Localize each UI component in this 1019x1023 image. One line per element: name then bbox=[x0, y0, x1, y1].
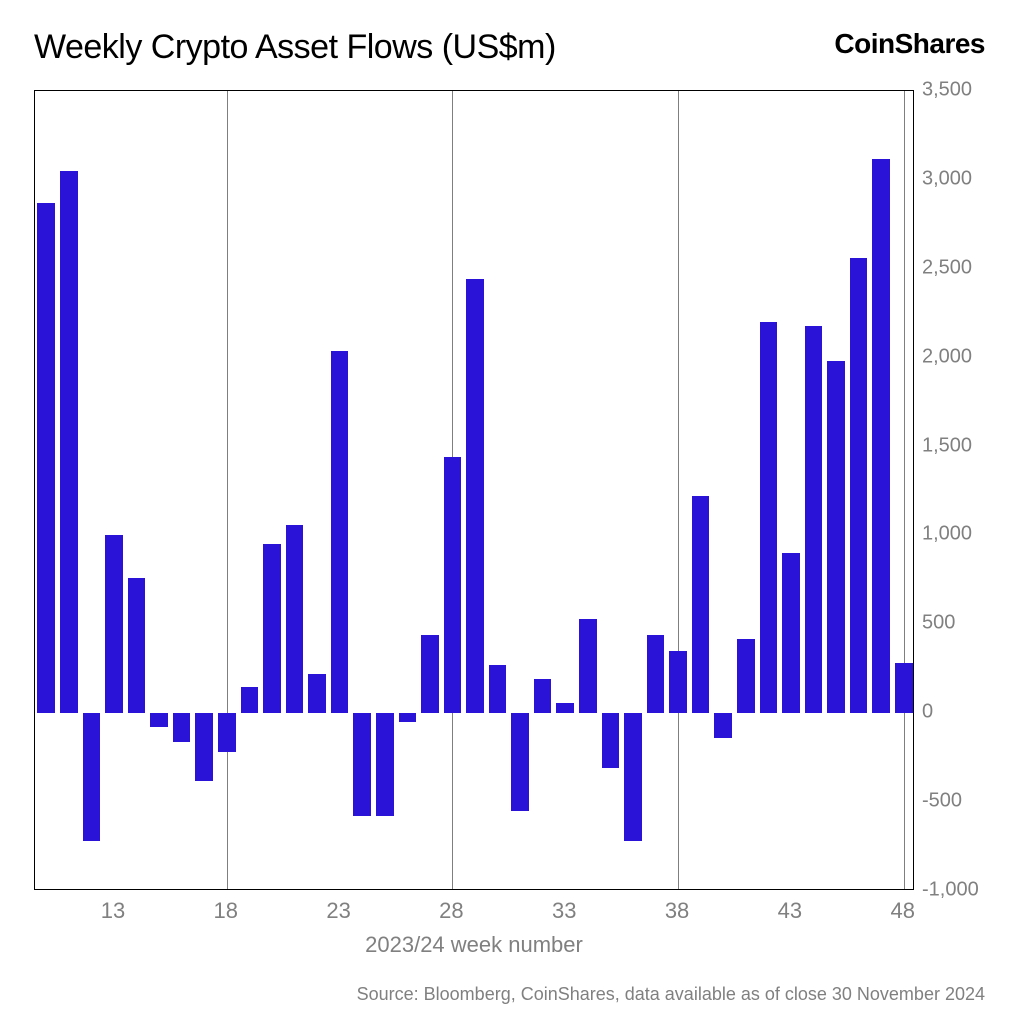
x-tick-label: 43 bbox=[778, 898, 802, 924]
y-tick-label: -1,000 bbox=[922, 879, 979, 902]
bar bbox=[128, 578, 146, 713]
bar bbox=[579, 619, 597, 713]
chart-container: 2023/24 week number -1,000-50005001,0001… bbox=[34, 90, 984, 920]
bar bbox=[331, 351, 349, 714]
bar bbox=[105, 535, 123, 713]
y-tick-label: 3,500 bbox=[922, 79, 972, 102]
y-tick-label: 3,000 bbox=[922, 167, 972, 190]
x-tick-label: 18 bbox=[214, 898, 238, 924]
brand-logo: CoinShares bbox=[834, 28, 985, 60]
bar bbox=[173, 713, 191, 741]
bar bbox=[308, 674, 326, 713]
bar bbox=[444, 457, 462, 713]
bar bbox=[827, 361, 845, 713]
bar bbox=[37, 203, 55, 713]
y-tick-label: 500 bbox=[922, 612, 955, 635]
bar bbox=[353, 713, 371, 816]
bar bbox=[466, 279, 484, 713]
x-tick-label: 33 bbox=[552, 898, 576, 924]
bar bbox=[376, 713, 394, 816]
bar bbox=[760, 322, 778, 713]
bar bbox=[263, 544, 281, 713]
y-tick-label: 1,000 bbox=[922, 523, 972, 546]
bar bbox=[737, 639, 755, 714]
x-tick-label: 28 bbox=[439, 898, 463, 924]
x-tick-label: 23 bbox=[326, 898, 350, 924]
bar bbox=[150, 713, 168, 727]
x-tick-label: 48 bbox=[890, 898, 914, 924]
bar bbox=[872, 159, 890, 714]
y-tick-label: -500 bbox=[922, 790, 962, 813]
y-tick-label: 2,500 bbox=[922, 256, 972, 279]
grid-line bbox=[904, 91, 905, 889]
bar bbox=[850, 258, 868, 713]
y-tick-label: 2,000 bbox=[922, 345, 972, 368]
bar bbox=[556, 703, 574, 714]
bar bbox=[669, 651, 687, 713]
plot-area bbox=[34, 90, 914, 890]
chart-title: Weekly Crypto Asset Flows (US$m) bbox=[34, 28, 556, 67]
bar bbox=[805, 326, 823, 714]
bar bbox=[511, 713, 529, 811]
bar bbox=[421, 635, 439, 713]
bar bbox=[602, 713, 620, 768]
bar bbox=[218, 713, 236, 752]
y-tick-label: 1,500 bbox=[922, 434, 972, 457]
bar bbox=[60, 171, 78, 713]
bar bbox=[489, 665, 507, 713]
x-tick-label: 38 bbox=[665, 898, 689, 924]
grid-line bbox=[227, 91, 228, 889]
bar bbox=[692, 496, 710, 713]
bar bbox=[782, 553, 800, 713]
bar bbox=[534, 679, 552, 713]
y-tick-label: 0 bbox=[922, 701, 933, 724]
bar bbox=[241, 687, 259, 714]
bar bbox=[624, 713, 642, 841]
bar bbox=[714, 713, 732, 738]
source-footer: Source: Bloomberg, CoinShares, data avai… bbox=[357, 984, 985, 1005]
x-tick-label: 13 bbox=[101, 898, 125, 924]
x-axis-label: 2023/24 week number bbox=[34, 932, 914, 958]
bar bbox=[195, 713, 213, 781]
bar bbox=[895, 663, 913, 713]
grid-line bbox=[678, 91, 679, 889]
bar bbox=[83, 713, 101, 841]
bar bbox=[399, 713, 417, 722]
bar bbox=[286, 525, 304, 713]
bar bbox=[647, 635, 665, 713]
